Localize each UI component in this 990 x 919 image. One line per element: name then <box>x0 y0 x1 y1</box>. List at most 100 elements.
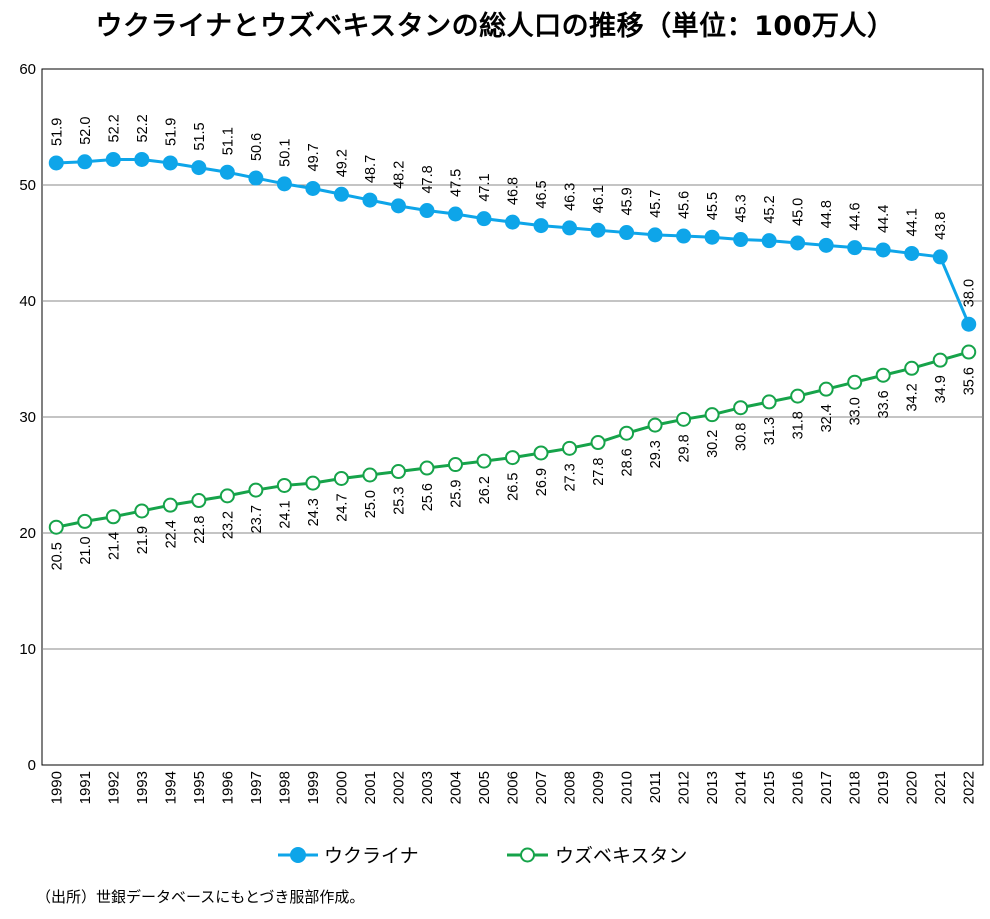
data-point <box>619 225 635 241</box>
data-point <box>875 367 891 383</box>
data-label: 38.0 <box>962 279 978 307</box>
data-point <box>676 228 692 244</box>
data-point <box>818 237 834 253</box>
data-point <box>761 394 777 410</box>
x-tick-label: 1996 <box>219 771 236 804</box>
y-tick-label: 50 <box>19 177 36 194</box>
data-label: 48.2 <box>391 161 407 189</box>
data-label: 47.1 <box>477 173 493 201</box>
data-label: 26.9 <box>534 468 550 496</box>
data-label: 27.8 <box>591 458 607 486</box>
data-label: 49.2 <box>334 149 350 177</box>
data-label: 22.4 <box>163 520 179 548</box>
data-label: 52.2 <box>135 114 151 142</box>
data-point <box>704 407 720 423</box>
data-label: 33.0 <box>848 397 864 425</box>
data-point <box>362 192 378 208</box>
data-point <box>647 227 663 243</box>
data-point <box>676 411 692 427</box>
data-label: 21.4 <box>106 532 122 560</box>
y-tick-label: 30 <box>19 409 36 426</box>
data-point <box>761 233 777 249</box>
data-label: 31.3 <box>762 417 778 445</box>
data-label: 25.0 <box>363 490 379 518</box>
data-point <box>790 388 806 404</box>
data-label: 51.9 <box>49 118 65 146</box>
x-tick-label: 2006 <box>505 771 522 804</box>
data-point <box>305 180 321 196</box>
legend-marker-uzbekistan <box>520 847 535 863</box>
y-tick-label: 20 <box>19 525 36 542</box>
x-tick-label: 1995 <box>191 771 208 804</box>
data-label: 46.1 <box>591 185 607 213</box>
x-tick-label: 2016 <box>790 771 807 804</box>
data-point <box>847 374 863 390</box>
data-point <box>276 176 292 192</box>
data-label: 49.7 <box>306 143 322 171</box>
data-label: 46.5 <box>534 180 550 208</box>
x-tick-label: 2005 <box>476 771 493 804</box>
x-tick-label: 2002 <box>390 771 407 804</box>
data-point <box>105 509 121 525</box>
data-label: 29.3 <box>648 440 664 468</box>
x-tick-label: 2021 <box>932 771 949 804</box>
data-point <box>248 482 264 498</box>
series-lines <box>48 151 977 535</box>
data-point <box>362 467 378 483</box>
data-label: 45.5 <box>705 192 721 220</box>
data-label: 45.0 <box>791 198 807 226</box>
data-label: 30.2 <box>705 430 721 458</box>
legend-label-ukraine: ウクライナ <box>324 845 419 867</box>
x-tick-label: 2007 <box>533 771 550 804</box>
data-label: 24.7 <box>334 493 350 521</box>
data-point <box>704 229 720 245</box>
data-point <box>134 503 150 519</box>
data-point <box>961 344 977 360</box>
x-tick-label: 1997 <box>248 771 265 804</box>
data-point <box>134 151 150 167</box>
data-label: 23.7 <box>249 505 265 533</box>
legend-label-uzbekistan: ウズベキスタン <box>555 845 687 867</box>
data-label: 51.1 <box>220 127 236 155</box>
data-point <box>390 464 406 480</box>
data-label: 30.8 <box>734 423 750 451</box>
x-tick-label: 2015 <box>761 771 778 804</box>
data-point <box>48 155 64 171</box>
data-point <box>447 206 463 222</box>
data-point <box>562 440 578 456</box>
data-label: 45.6 <box>677 191 693 219</box>
x-tick-label: 1998 <box>276 771 293 804</box>
data-label: 25.3 <box>391 487 407 515</box>
y-tick-label: 60 <box>19 61 36 78</box>
data-point <box>476 453 492 469</box>
data-label: 43.8 <box>933 212 949 240</box>
data-point <box>77 513 93 529</box>
x-tick-label: 2022 <box>961 771 978 804</box>
data-point <box>305 475 321 491</box>
x-tick-label: 2008 <box>562 771 579 804</box>
data-point <box>333 186 349 202</box>
data-point <box>219 488 235 504</box>
data-point <box>932 352 948 368</box>
data-label: 21.9 <box>135 526 151 554</box>
gridlines <box>42 184 983 650</box>
data-point <box>248 170 264 186</box>
data-point <box>390 198 406 214</box>
data-label: 24.3 <box>306 498 322 526</box>
data-label: 29.8 <box>677 434 693 462</box>
data-label: 25.6 <box>420 483 436 511</box>
data-point <box>562 220 578 236</box>
data-label: 22.8 <box>192 516 208 544</box>
data-point <box>647 417 663 433</box>
x-tick-label: 1999 <box>305 771 322 804</box>
data-point <box>533 445 549 461</box>
data-point <box>818 381 834 397</box>
data-point <box>276 477 292 493</box>
data-label: 35.6 <box>962 367 978 395</box>
data-label: 51.5 <box>192 122 208 150</box>
x-tick-label: 2010 <box>619 771 636 804</box>
x-tick-label: 2013 <box>704 771 721 804</box>
data-label: 51.9 <box>163 118 179 146</box>
data-label: 27.3 <box>563 463 579 491</box>
data-label: 44.6 <box>848 202 864 230</box>
